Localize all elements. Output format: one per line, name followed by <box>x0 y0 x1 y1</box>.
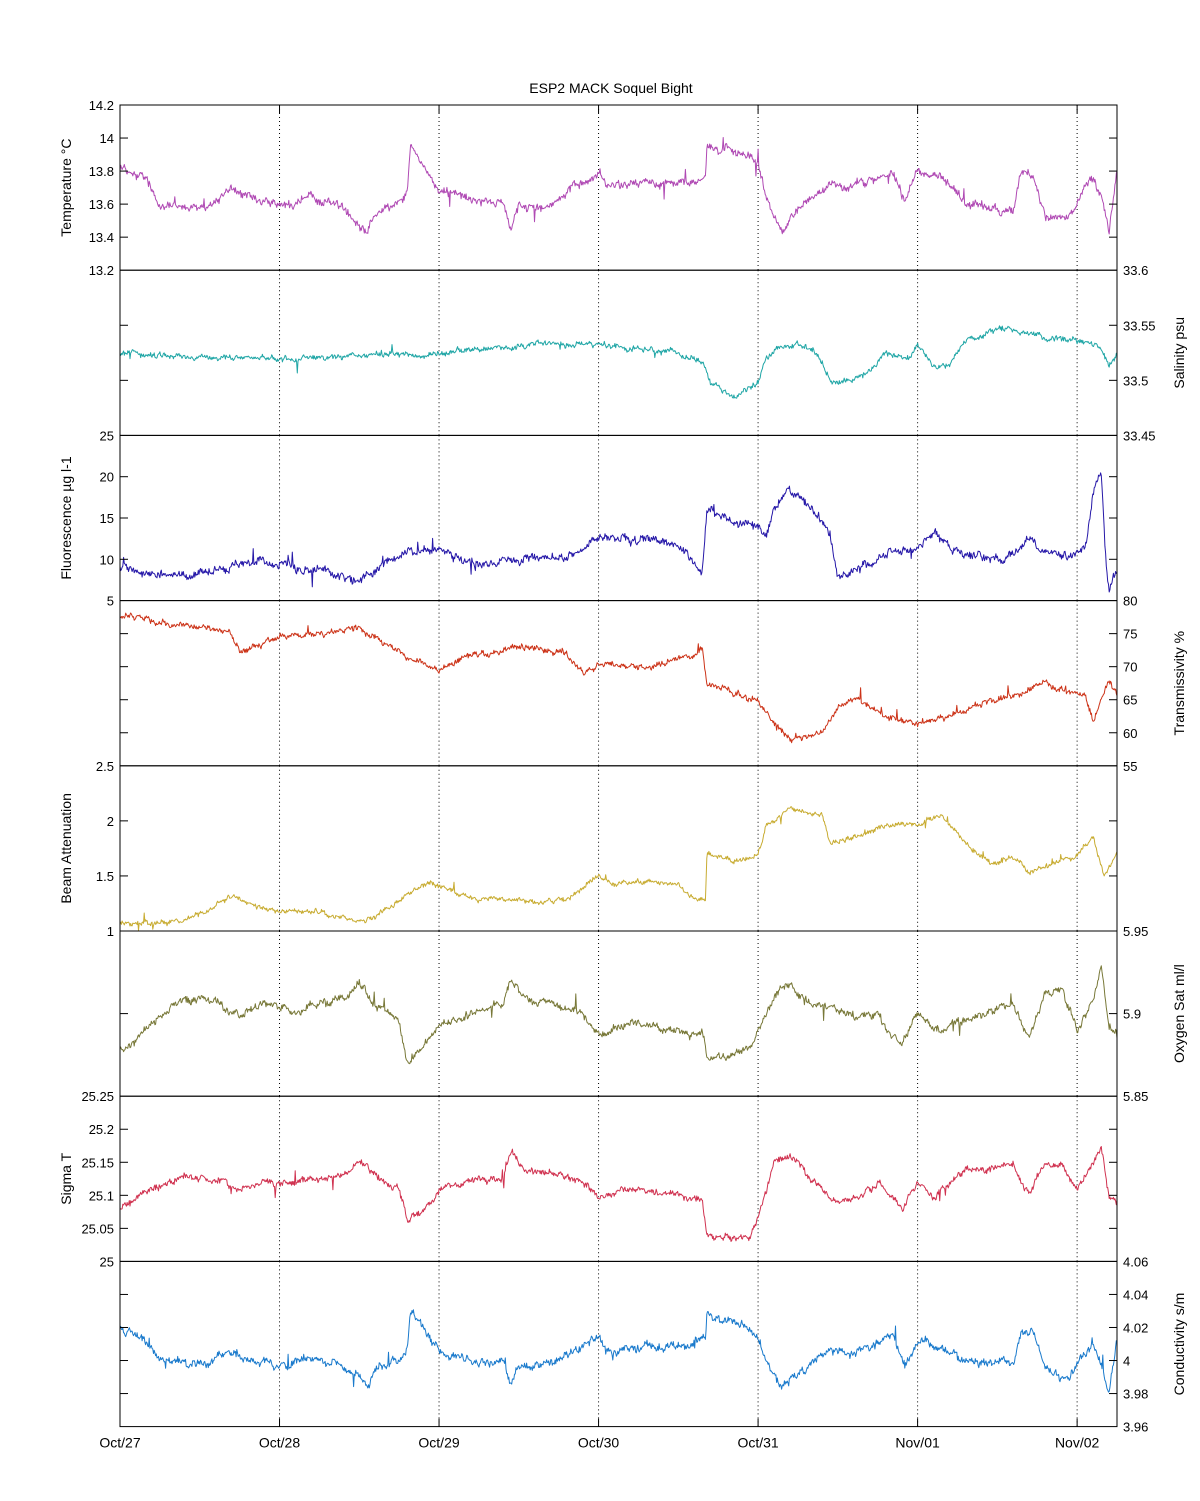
y-axis-label: Fluorescence µg l-1 <box>58 456 74 579</box>
x-tick-label: Oct/28 <box>259 1435 300 1451</box>
y-axis-label: Beam Attenuation <box>58 793 74 904</box>
y-limit-label: 25.25 <box>81 1089 114 1104</box>
panel-frame <box>119 1260 1118 1428</box>
y-limit-label: 14.2 <box>89 98 114 113</box>
y-tick-label: 4 <box>1123 1354 1130 1369</box>
chart-title: ESP2 MACK Soquel Bight <box>529 80 693 96</box>
series-line <box>119 965 1118 1065</box>
x-tick-label: Nov/01 <box>895 1435 940 1451</box>
y-tick-label: 20 <box>100 470 114 485</box>
y-limit-label: 5 <box>107 594 114 609</box>
x-tick-label: Oct/30 <box>578 1435 619 1451</box>
y-axis-label: Sigma T <box>58 1152 74 1204</box>
panel-conductivity: 3.98 4 4.02 4.04 4.06 3.96 Conductivity s/m <box>119 1254 1187 1435</box>
series-line <box>119 325 1118 399</box>
x-tick-label: Oct/31 <box>737 1435 778 1451</box>
y-tick-label: 65 <box>1123 693 1137 708</box>
y-limit-label: 1 <box>107 924 114 939</box>
y-tick-label: 10 <box>100 552 114 567</box>
y-tick-label: 33.5 <box>1123 373 1148 388</box>
y-tick-label: 4.04 <box>1123 1287 1148 1302</box>
y-tick-label: 60 <box>1123 726 1137 741</box>
y-limit-label: 33.45 <box>1123 428 1156 443</box>
y-tick-label: 14 <box>100 131 114 146</box>
y-axis-label: Salinity psu <box>1171 317 1187 389</box>
y-axis-label: Temperature °C <box>58 138 74 236</box>
x-tick-label: Oct/27 <box>99 1435 140 1451</box>
series-line <box>119 612 1118 744</box>
y-tick-label: 25.15 <box>81 1155 114 1170</box>
y-tick-label: 4.02 <box>1123 1320 1148 1335</box>
y-tick-label: 13.6 <box>89 197 114 212</box>
y-tick-label: 25.2 <box>89 1122 114 1137</box>
y-limit-label: 13.2 <box>89 263 114 278</box>
y-limit-label: 55 <box>1123 759 1137 774</box>
y-tick-label: 1.5 <box>96 869 114 884</box>
y-limit-label: 3.96 <box>1123 1420 1148 1435</box>
y-tick-label: 15 <box>100 511 114 526</box>
y-tick-label: 13.8 <box>89 164 114 179</box>
y-tick-label: 25.1 <box>89 1188 114 1203</box>
y-axis-label: Oxygen Sat ml/l <box>1171 964 1187 1063</box>
y-tick-label: 3.98 <box>1123 1387 1148 1402</box>
panel-transmissivity: 60 65 70 75 80 55 Transmissivity % <box>119 594 1187 774</box>
y-tick-label: 75 <box>1123 627 1137 642</box>
y-tick-label: 5.9 <box>1123 1007 1141 1022</box>
y-axis-label: Transmissivity % <box>1171 631 1187 736</box>
y-limit-label: 80 <box>1123 594 1137 609</box>
y-tick-label: 70 <box>1123 660 1137 675</box>
y-limit-label: 2.5 <box>96 759 114 774</box>
y-tick-label: 25.05 <box>81 1221 114 1236</box>
series-line <box>119 806 1118 931</box>
panel-sigma-t: 25.05 25.1 25.15 25.2 25.25 25 Sigma T <box>58 1089 1118 1269</box>
y-tick-label: 33.55 <box>1123 318 1156 333</box>
x-tick-label: Nov/02 <box>1055 1435 1100 1451</box>
series-line <box>119 1146 1118 1242</box>
y-tick-label: 13.4 <box>89 230 114 245</box>
series-line <box>119 472 1118 593</box>
y-limit-label: 25 <box>100 1254 114 1269</box>
y-tick-label: 2 <box>107 814 114 829</box>
y-axis-label: Conductivity s/m <box>1171 1293 1187 1396</box>
series-line <box>119 1309 1118 1393</box>
y-limit-label: 5.85 <box>1123 1089 1148 1104</box>
y-limit-label: 5.95 <box>1123 924 1148 939</box>
y-limit-label: 4.06 <box>1123 1254 1148 1269</box>
x-tick-label: Oct/29 <box>418 1435 459 1451</box>
y-limit-label: 25 <box>100 428 114 443</box>
series-line <box>119 137 1118 235</box>
y-limit-label: 33.6 <box>1123 263 1148 278</box>
